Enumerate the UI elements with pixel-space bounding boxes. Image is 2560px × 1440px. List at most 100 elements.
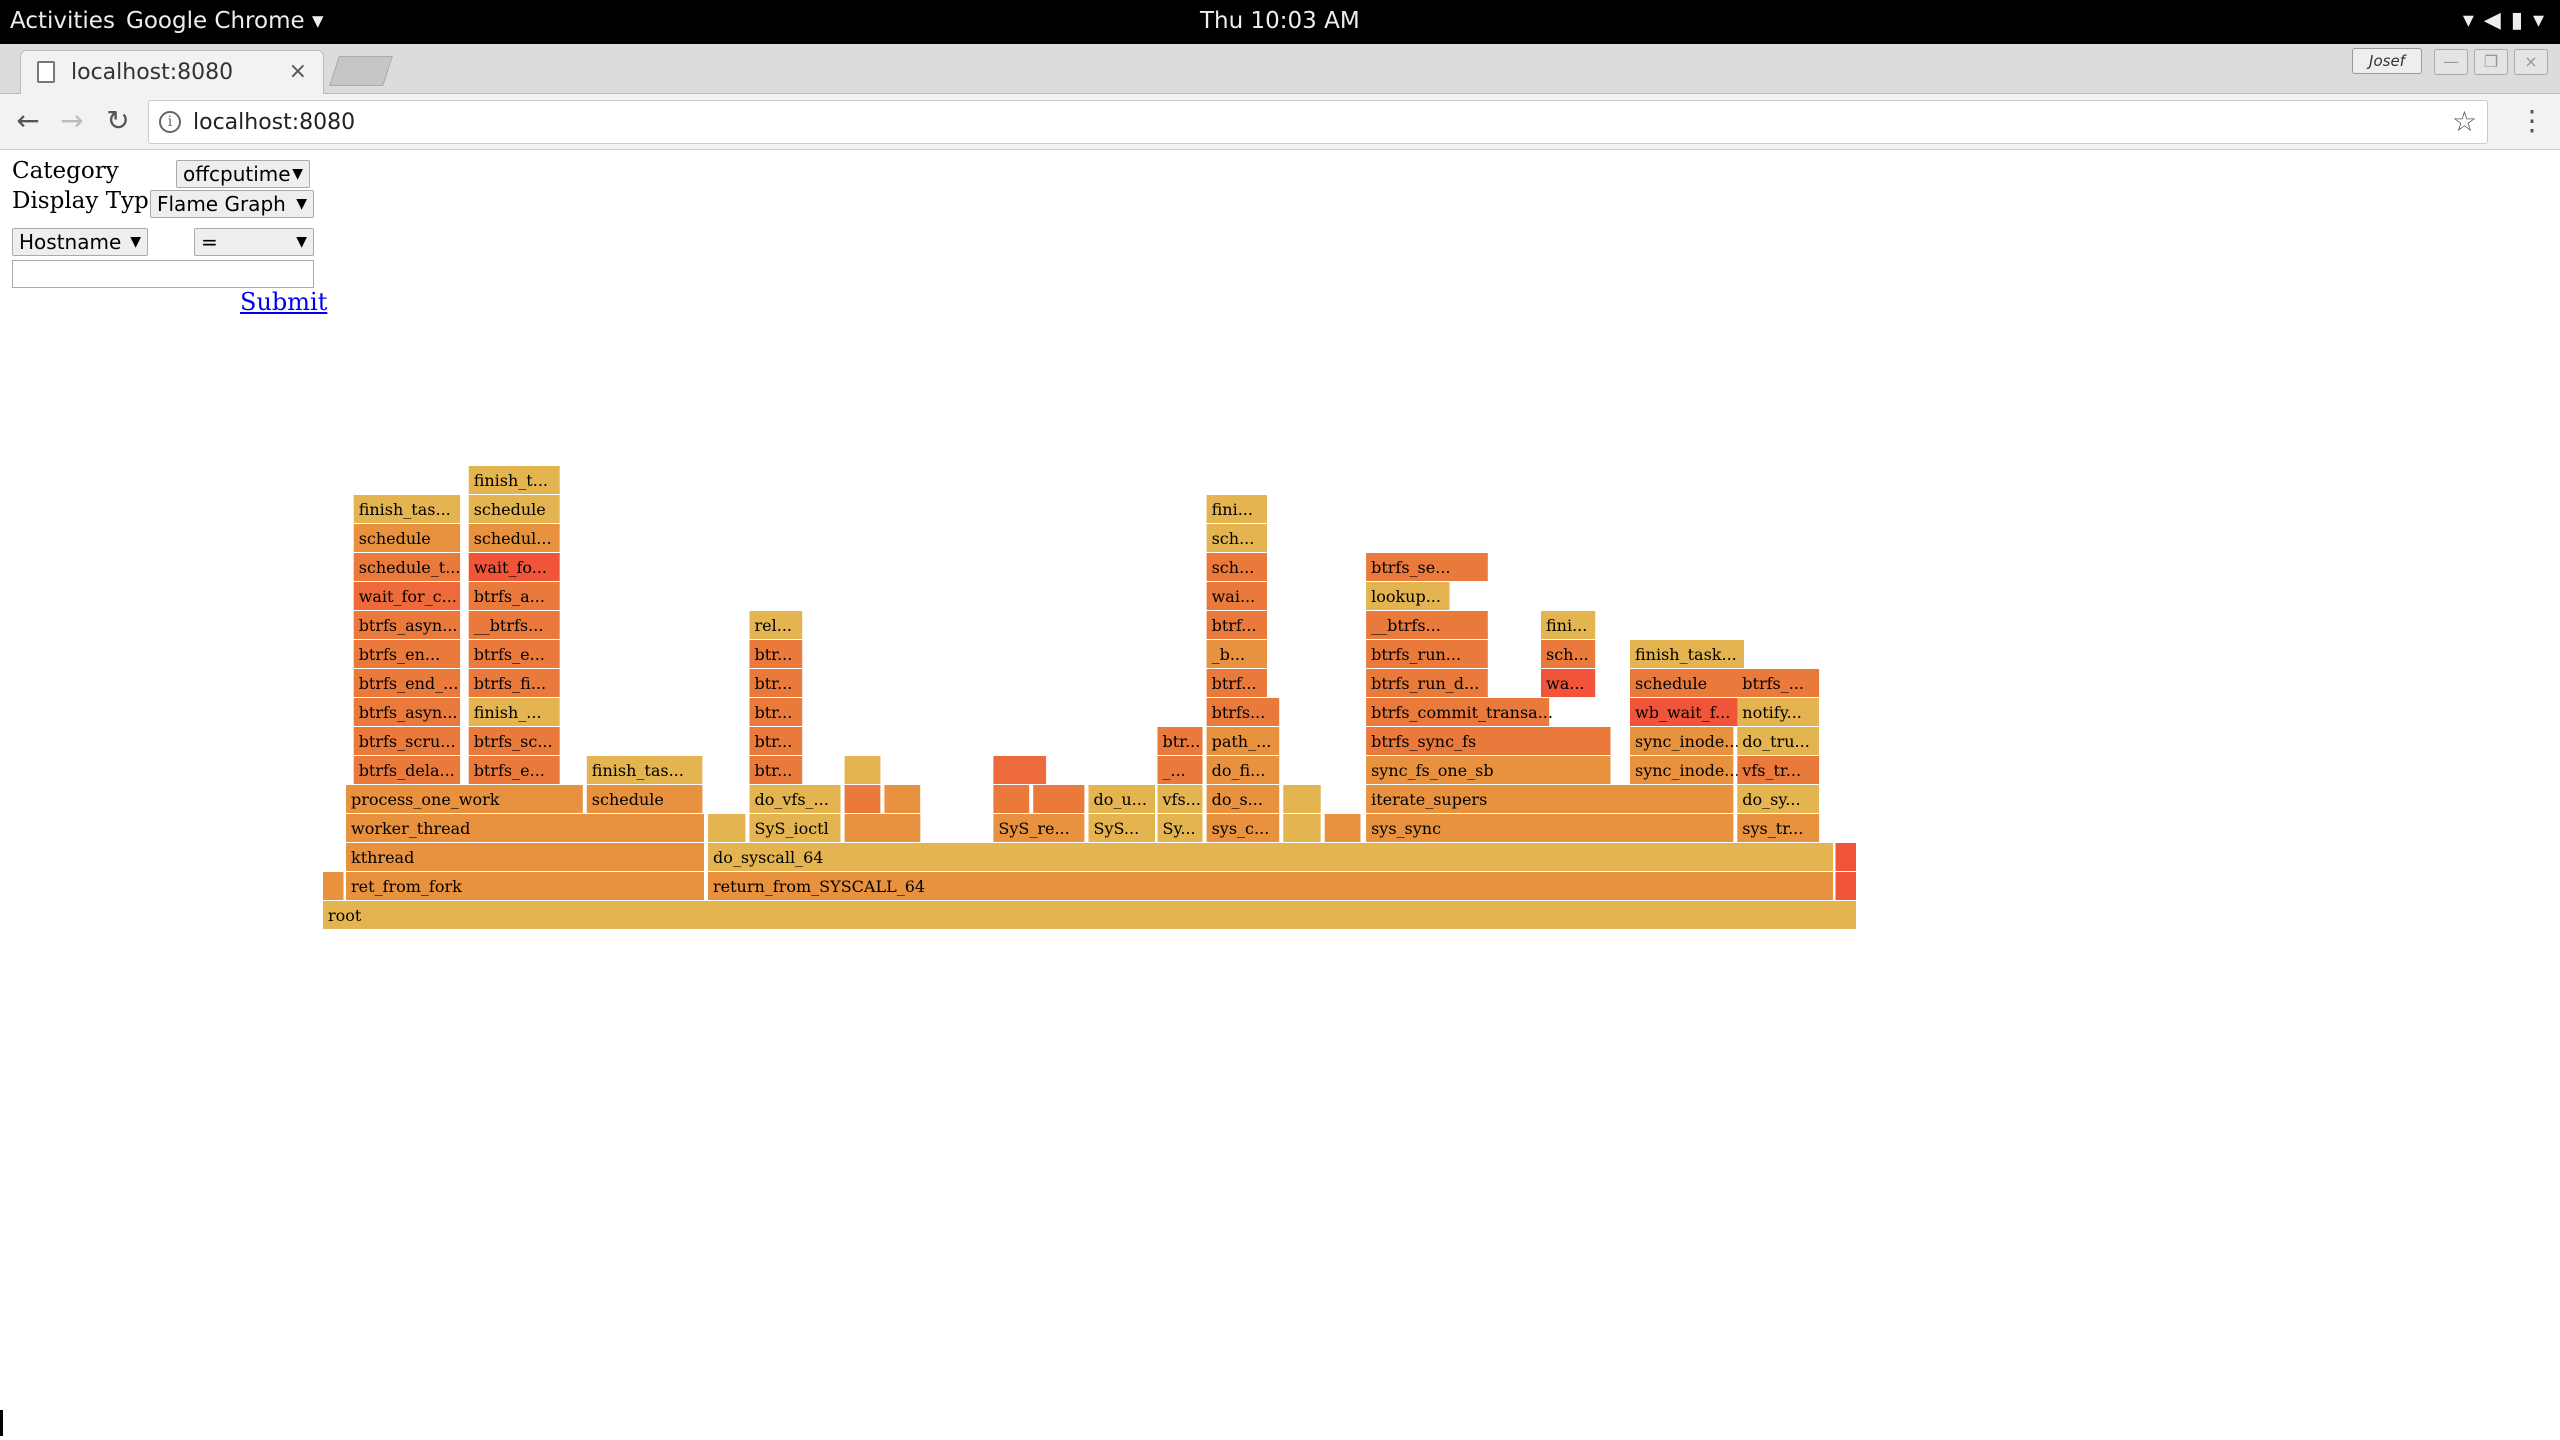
flame-frame[interactable]: btrfs_e...: [468, 756, 560, 784]
flame-frame[interactable]: btr...: [1157, 727, 1203, 755]
flame-frame[interactable]: SyS_re...: [993, 814, 1085, 842]
info-icon[interactable]: i: [159, 111, 181, 133]
flame-frame[interactable]: kthread: [346, 843, 704, 871]
flame-frame[interactable]: sch...: [1206, 524, 1267, 552]
filter-field-select[interactable]: Hostname ▼: [12, 228, 148, 256]
window-close-button[interactable]: ×: [2514, 49, 2548, 75]
flame-frame[interactable]: do_u...: [1088, 785, 1156, 813]
bookmark-star-icon[interactable]: ☆: [2451, 105, 2477, 138]
flame-frame[interactable]: finish_tas...: [353, 495, 461, 523]
submit-link[interactable]: Submit: [240, 288, 328, 316]
new-tab-button[interactable]: [329, 56, 393, 86]
filter-value-input[interactable]: [12, 260, 314, 288]
flame-frame[interactable]: btrfs_a...: [468, 582, 560, 610]
reload-icon[interactable]: ↻: [106, 104, 130, 137]
flame-frame[interactable]: btrfs_e...: [468, 640, 560, 668]
flame-frame[interactable]: [323, 872, 344, 900]
flame-frame[interactable]: btrfs_asyn...: [353, 611, 461, 639]
flame-frame[interactable]: schedule: [586, 785, 703, 813]
flame-frame[interactable]: root: [323, 901, 1856, 929]
flame-frame[interactable]: SyS_ioctl: [749, 814, 841, 842]
flame-frame[interactable]: [1283, 785, 1321, 813]
flame-frame[interactable]: lookup...: [1366, 582, 1450, 610]
flame-frame[interactable]: sync_inode...: [1630, 756, 1740, 784]
flame-frame[interactable]: [708, 814, 746, 842]
flame-frame[interactable]: finish_tas...: [586, 756, 703, 784]
app-menu[interactable]: Google Chrome ▾: [126, 8, 324, 34]
flame-frame[interactable]: btrfs_asyn...: [353, 698, 461, 726]
flame-frame[interactable]: [844, 814, 921, 842]
flame-frame[interactable]: btrfs_commit_transa...: [1366, 698, 1553, 726]
flame-frame[interactable]: do_sy...: [1737, 785, 1820, 813]
flame-frame[interactable]: return_from_SYSCALL_64: [708, 872, 1833, 900]
menu-icon[interactable]: ⋮: [2518, 104, 2546, 137]
flame-frame[interactable]: [844, 785, 881, 813]
flame-frame[interactable]: sys_sync: [1366, 814, 1734, 842]
flame-frame[interactable]: schedule: [468, 495, 560, 523]
profile-button[interactable]: Josef: [2352, 48, 2422, 74]
flame-frame[interactable]: schedule: [353, 524, 461, 552]
flame-frame[interactable]: sync_fs_one_sb: [1366, 756, 1611, 784]
flame-frame[interactable]: btrf...: [1206, 669, 1267, 697]
flame-frame[interactable]: wa...: [1541, 669, 1596, 697]
flame-frame[interactable]: btr...: [749, 698, 803, 726]
flame-frame[interactable]: worker_thread: [346, 814, 704, 842]
back-icon[interactable]: ←: [16, 104, 40, 137]
flame-frame[interactable]: [884, 785, 921, 813]
flame-frame[interactable]: SyS...: [1088, 814, 1156, 842]
flame-frame[interactable]: fini...: [1541, 611, 1596, 639]
flame-frame[interactable]: wait_for_c...: [353, 582, 461, 610]
flame-frame[interactable]: btrfs_sync_fs: [1366, 727, 1611, 755]
flame-frame[interactable]: vfs_tr...: [1737, 756, 1820, 784]
flame-frame[interactable]: btr...: [749, 727, 803, 755]
flame-frame[interactable]: wait_fo...: [468, 553, 560, 581]
flame-frame[interactable]: _...: [1157, 756, 1203, 784]
forward-icon[interactable]: →: [60, 104, 84, 137]
flame-frame[interactable]: do_fi...: [1206, 756, 1280, 784]
flame-frame[interactable]: process_one_work: [346, 785, 583, 813]
flame-frame[interactable]: [1033, 785, 1085, 813]
flame-frame[interactable]: finish_...: [468, 698, 560, 726]
flame-frame[interactable]: finish_t...: [468, 466, 560, 494]
flame-frame[interactable]: [993, 785, 1030, 813]
flame-frame[interactable]: btrfs_scru...: [353, 727, 461, 755]
filter-operator-select[interactable]: = ▼: [194, 228, 314, 256]
flame-frame[interactable]: btr...: [749, 669, 803, 697]
flame-frame[interactable]: path_...: [1206, 727, 1280, 755]
flame-frame[interactable]: [1283, 814, 1321, 842]
flame-frame[interactable]: btrfs_se...: [1366, 553, 1488, 581]
flame-frame[interactable]: [1324, 814, 1361, 842]
flame-frame[interactable]: do_tru...: [1737, 727, 1820, 755]
flame-frame[interactable]: schedule_t...: [353, 553, 461, 581]
category-select[interactable]: offcputime ▼: [176, 160, 310, 188]
maximize-button[interactable]: ❐: [2474, 49, 2508, 75]
flame-frame[interactable]: schedule: [1630, 669, 1744, 697]
flame-frame[interactable]: [1835, 843, 1857, 871]
system-tray[interactable]: ▾ ◀ ▮ ▾: [2463, 8, 2544, 33]
activities-button[interactable]: Activities: [10, 8, 115, 34]
flame-frame[interactable]: sch...: [1206, 553, 1267, 581]
flame-frame[interactable]: btr...: [749, 640, 803, 668]
flame-frame[interactable]: iterate_supers: [1366, 785, 1734, 813]
flame-frame[interactable]: btrfs_fi...: [468, 669, 560, 697]
flame-frame[interactable]: Sy...: [1157, 814, 1203, 842]
flame-frame[interactable]: __btrfs...: [1366, 611, 1488, 639]
flame-frame[interactable]: sys_c...: [1206, 814, 1280, 842]
flame-frame[interactable]: wai...: [1206, 582, 1267, 610]
close-icon[interactable]: ×: [288, 59, 307, 84]
minimize-button[interactable]: —: [2434, 49, 2468, 75]
flame-frame[interactable]: ret_from_fork: [346, 872, 704, 900]
flame-frame[interactable]: do_s...: [1206, 785, 1280, 813]
flame-frame[interactable]: notify...: [1737, 698, 1820, 726]
flame-frame[interactable]: btrfs...: [1206, 698, 1280, 726]
flame-frame[interactable]: _b...: [1206, 640, 1267, 668]
flame-frame[interactable]: btrfs_en...: [353, 640, 461, 668]
flame-frame[interactable]: btrfs_dela...: [353, 756, 461, 784]
flame-frame[interactable]: vfs...: [1157, 785, 1203, 813]
flame-frame[interactable]: do_syscall_64: [708, 843, 1833, 871]
flame-frame[interactable]: btrfs_run...: [1366, 640, 1488, 668]
flame-frame[interactable]: [844, 756, 881, 784]
flame-frame[interactable]: fini...: [1206, 495, 1267, 523]
flame-frame[interactable]: sys_tr...: [1737, 814, 1820, 842]
flame-frame[interactable]: rel...: [749, 611, 803, 639]
